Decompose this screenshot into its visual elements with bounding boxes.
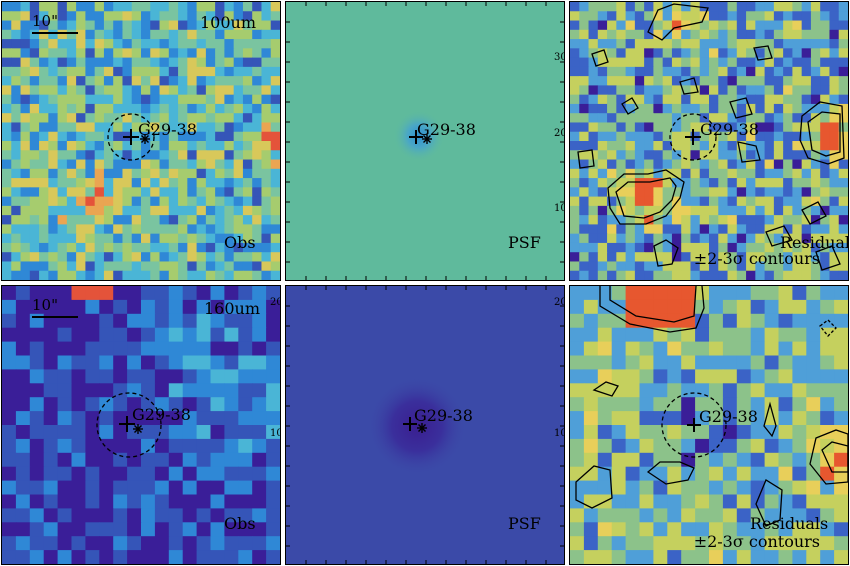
axis-ticks bbox=[286, 2, 564, 280]
scale-bar: 10" bbox=[32, 296, 78, 318]
panel-psf-100um: 30 20 10 G29-38 PSF bbox=[285, 1, 565, 281]
panel-residual-100um: G29-38 Residuals ±2-3σ contours bbox=[569, 1, 849, 281]
residual-160um-overlay bbox=[575, 286, 848, 527]
source-name-label: G29-38 bbox=[414, 406, 473, 425]
tick-label: 30 bbox=[554, 52, 564, 63]
psf-100um-overlay bbox=[286, 2, 564, 280]
aperture-circle bbox=[669, 113, 717, 161]
psf-label: PSF bbox=[508, 514, 541, 533]
source-plus-marker bbox=[119, 416, 135, 432]
residual-100um-pixel-map bbox=[570, 2, 848, 280]
tick-label: 10 bbox=[554, 428, 564, 439]
scale-label: 10" bbox=[32, 12, 58, 30]
panel-obs-160um: 10" 160um 20 10 G29-38 Obs bbox=[1, 285, 281, 565]
obs-label: Obs bbox=[224, 233, 256, 252]
obs-160um-overlay bbox=[96, 392, 162, 458]
aperture-circle bbox=[661, 392, 727, 458]
residual-label-line1: Residuals bbox=[780, 233, 848, 252]
psf-160um-overlay bbox=[286, 286, 564, 564]
sigma-contours bbox=[577, 3, 845, 271]
source-name-label: G29-38 bbox=[417, 120, 476, 139]
source-plus-marker bbox=[685, 129, 701, 145]
source-plus-marker bbox=[687, 418, 701, 432]
residual-label-line2: ±2-3σ contours bbox=[693, 532, 820, 551]
source-name-label: G29-38 bbox=[138, 120, 197, 139]
source-name-label: G29-38 bbox=[700, 120, 759, 139]
source-star-marker bbox=[133, 424, 143, 434]
residual-160um-pixel-map bbox=[570, 286, 848, 564]
band-label: 100um bbox=[200, 13, 257, 32]
source-plus-marker bbox=[403, 417, 417, 431]
residual-label-line2: ±2-3σ contours bbox=[693, 249, 820, 268]
tick-label: 10 bbox=[554, 203, 564, 214]
obs-100um-pixel-map bbox=[2, 2, 280, 280]
tick-label: 10 bbox=[270, 428, 280, 439]
obs-100um-overlay bbox=[107, 113, 155, 161]
band-label: 160um bbox=[204, 299, 261, 318]
obs-160um-pixel-map bbox=[2, 286, 280, 564]
source-star-marker bbox=[422, 134, 432, 144]
source-plus-marker bbox=[409, 130, 423, 144]
source-name-label: G29-38 bbox=[132, 405, 191, 424]
scale-line bbox=[32, 32, 78, 34]
psf-label: PSF bbox=[508, 233, 541, 252]
scale-bar: 10" bbox=[32, 12, 78, 34]
tick-label: 20 bbox=[554, 128, 564, 139]
tick-label: 20 bbox=[554, 297, 564, 308]
tick-label: 20 bbox=[270, 297, 280, 308]
axis-ticks bbox=[286, 286, 564, 564]
source-name-label: G29-38 bbox=[699, 407, 758, 426]
sigma-contours bbox=[575, 286, 848, 527]
panel-obs-100um: 10" 100um G29-38 Obs bbox=[1, 1, 281, 281]
aperture-circle bbox=[107, 113, 155, 161]
obs-label: Obs bbox=[224, 514, 256, 533]
panel-residual-160um: G29-38 Residuals ±2-3σ contours bbox=[569, 285, 849, 565]
source-star-marker bbox=[140, 134, 150, 144]
residual-100um-overlay bbox=[577, 3, 845, 271]
residual-label-line1: Residuals bbox=[750, 514, 829, 533]
scale-label: 10" bbox=[32, 296, 58, 314]
panel-psf-160um: 20 10 G29-38 PSF bbox=[285, 285, 565, 565]
scale-line bbox=[32, 316, 78, 318]
source-star-marker bbox=[417, 423, 427, 433]
aperture-circle bbox=[96, 392, 162, 458]
source-plus-marker bbox=[123, 129, 139, 145]
